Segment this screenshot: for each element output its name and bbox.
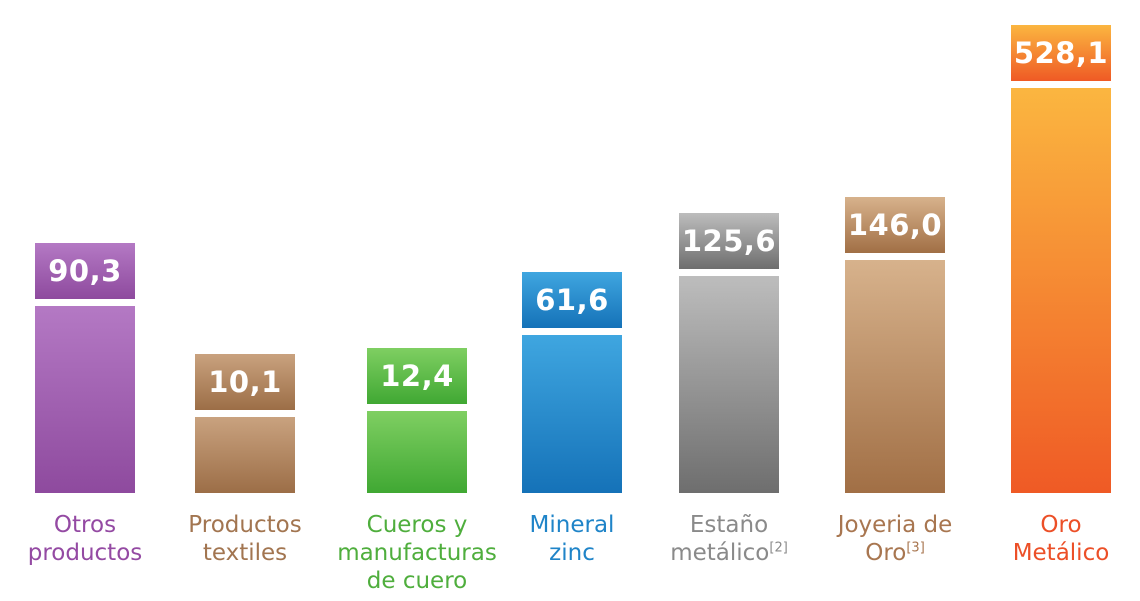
category-label: Cueros y manufacturas de cuero — [337, 512, 497, 594]
value-label: 10,1 — [195, 354, 295, 410]
value-label: 61,6 — [522, 272, 622, 328]
category-label: Productos textiles — [188, 512, 302, 566]
footnote-marker: [2] — [769, 540, 788, 556]
bar — [522, 335, 622, 493]
value-label: 12,4 — [367, 348, 467, 404]
category-label: Joyeria de Oro[3] — [837, 512, 953, 566]
category-label: Oro Metálico — [1012, 512, 1110, 566]
value-label: 90,3 — [35, 243, 135, 299]
footnote-marker: [3] — [906, 540, 925, 556]
value-label: 528,1 — [1011, 25, 1111, 81]
bar — [1011, 88, 1111, 493]
bar — [367, 411, 467, 493]
category-label: Otros productos — [27, 512, 143, 566]
category-label: Mineral zinc — [529, 512, 615, 566]
bar — [35, 306, 135, 493]
category-label: Estaño metálico[2] — [670, 512, 788, 566]
bar — [679, 276, 779, 493]
bar — [195, 417, 295, 493]
value-label: 146,0 — [845, 197, 945, 253]
value-label: 125,6 — [679, 213, 779, 269]
bar — [845, 260, 945, 493]
